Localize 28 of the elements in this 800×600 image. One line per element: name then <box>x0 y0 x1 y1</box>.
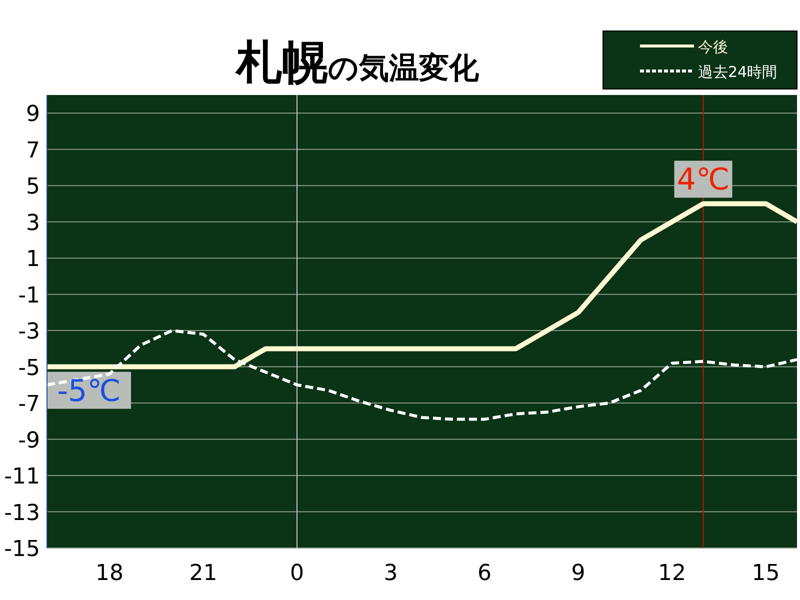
y-tick-label: -11 <box>4 464 40 490</box>
y-tick-label: -15 <box>4 537 40 562</box>
chart-subtitle: の気温変化 <box>328 51 480 86</box>
y-tick-label: 9 <box>26 102 40 128</box>
annotation: 4℃ <box>676 162 730 198</box>
legend-label: 過去24時間 <box>698 63 778 81</box>
x-tick-label: 12 <box>658 561 686 586</box>
y-tick-label: -1 <box>18 283 40 308</box>
line-series <box>46 329 798 421</box>
legend-label: 今後 <box>698 38 728 56</box>
x-tick-label: 9 <box>571 561 586 586</box>
y-tick-label: -5 <box>18 356 40 381</box>
y-tick-label: 3 <box>26 210 40 236</box>
x-tick-label: 3 <box>384 561 398 586</box>
y-tick-label: 7 <box>26 138 40 164</box>
y-tick-label: -3 <box>18 320 40 345</box>
x-tick-label: 6 <box>478 561 492 586</box>
y-tick-label: 1 <box>26 247 40 272</box>
x-tick-label: 15 <box>752 561 780 586</box>
annotation: -5℃ <box>57 374 121 409</box>
x-tick-label: 18 <box>96 561 124 586</box>
y-tick-label: -7 <box>18 392 40 418</box>
y-tick-label: 5 <box>26 174 40 200</box>
chart-title: 札幌 <box>234 35 328 89</box>
y-tick-label: -9 <box>18 428 40 454</box>
y-tick-label: -13 <box>4 500 40 526</box>
x-tick-label: 0 <box>290 561 304 586</box>
x-tick-label: 21 <box>189 561 218 586</box>
